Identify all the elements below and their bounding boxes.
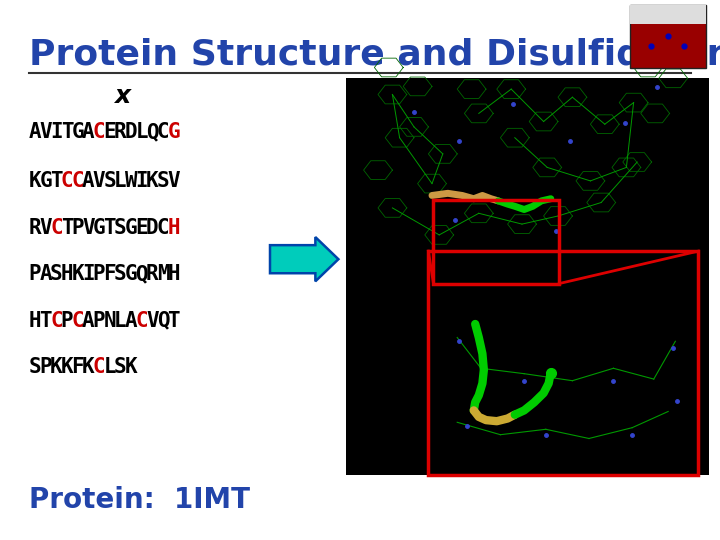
Text: S: S <box>114 264 127 285</box>
Text: G: G <box>167 122 180 143</box>
Text: S: S <box>157 171 169 191</box>
Text: Q: Q <box>135 264 148 285</box>
Text: P: P <box>93 264 105 285</box>
Text: K: K <box>146 171 158 191</box>
Text: T: T <box>104 218 116 238</box>
Text: H: H <box>167 218 180 238</box>
Text: K: K <box>60 357 73 377</box>
Text: V: V <box>40 218 52 238</box>
Text: P: P <box>40 357 52 377</box>
Text: G: G <box>125 218 138 238</box>
Text: P: P <box>71 218 84 238</box>
Text: x: x <box>114 84 130 107</box>
Text: C: C <box>50 310 63 331</box>
Text: C: C <box>60 171 73 191</box>
Text: P: P <box>93 310 105 331</box>
Text: H: H <box>29 310 42 331</box>
Text: G: G <box>40 171 52 191</box>
Text: P: P <box>29 264 42 285</box>
Text: A: A <box>82 310 95 331</box>
Text: Protein Structure and Disulfide Bridges: Protein Structure and Disulfide Bridges <box>29 38 720 72</box>
Text: C: C <box>71 310 84 331</box>
Text: H: H <box>60 264 73 285</box>
Text: G: G <box>71 122 84 143</box>
Text: S: S <box>104 171 116 191</box>
Text: R: R <box>29 218 42 238</box>
Text: K: K <box>82 357 95 377</box>
Text: E: E <box>135 218 148 238</box>
Text: A: A <box>82 171 95 191</box>
Text: Q: Q <box>157 310 169 331</box>
Text: R: R <box>114 122 127 143</box>
Text: N: N <box>104 310 116 331</box>
Text: V: V <box>82 218 95 238</box>
Text: S: S <box>29 357 42 377</box>
Text: K: K <box>71 264 84 285</box>
Text: E: E <box>104 122 116 143</box>
Text: Q: Q <box>146 122 158 143</box>
Text: M: M <box>157 264 169 285</box>
Text: L: L <box>114 171 127 191</box>
Text: W: W <box>125 171 138 191</box>
Text: K: K <box>125 357 138 377</box>
Text: T: T <box>60 122 73 143</box>
Bar <box>630 5 706 68</box>
Text: I: I <box>50 122 63 143</box>
Text: T: T <box>167 310 180 331</box>
Text: V: V <box>146 310 158 331</box>
Text: S: S <box>114 218 127 238</box>
Text: T: T <box>50 171 63 191</box>
Text: D: D <box>146 218 158 238</box>
Text: L: L <box>135 122 148 143</box>
Text: S: S <box>114 357 127 377</box>
Bar <box>428 251 698 475</box>
Text: Protein:  1IMT: Protein: 1IMT <box>29 485 250 514</box>
Text: G: G <box>125 264 138 285</box>
Text: I: I <box>135 171 148 191</box>
Text: A: A <box>40 264 52 285</box>
Text: y: y <box>514 84 530 107</box>
Text: D: D <box>125 122 138 143</box>
Text: F: F <box>71 357 84 377</box>
Text: G: G <box>93 218 105 238</box>
Text: C: C <box>135 310 148 331</box>
Text: T: T <box>40 310 52 331</box>
Text: P: P <box>60 310 73 331</box>
FancyArrow shape <box>270 237 338 281</box>
Bar <box>630 5 706 24</box>
Text: C: C <box>71 171 84 191</box>
Text: H: H <box>167 264 180 285</box>
Text: T: T <box>60 218 73 238</box>
Text: A: A <box>125 310 138 331</box>
Text: C: C <box>50 218 63 238</box>
Bar <box>433 200 559 284</box>
Text: C: C <box>157 218 169 238</box>
Text: K: K <box>50 357 63 377</box>
Text: I: I <box>82 264 95 285</box>
Text: A: A <box>82 122 95 143</box>
Text: S: S <box>50 264 63 285</box>
Text: V: V <box>93 171 105 191</box>
Text: L: L <box>114 310 127 331</box>
Bar <box>346 78 709 475</box>
Text: C: C <box>157 122 169 143</box>
Text: C: C <box>93 122 105 143</box>
Text: V: V <box>167 171 180 191</box>
Text: A: A <box>29 122 42 143</box>
Text: R: R <box>146 264 158 285</box>
Text: L: L <box>104 357 116 377</box>
Text: C: C <box>93 357 105 377</box>
Text: F: F <box>104 264 116 285</box>
Text: K: K <box>29 171 42 191</box>
Text: V: V <box>40 122 52 143</box>
